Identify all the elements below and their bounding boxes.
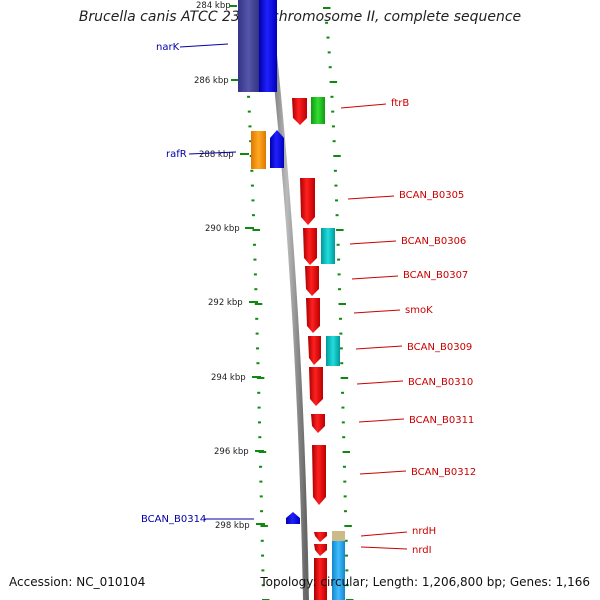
right-gene-labels: ftrB BCAN_B0305 BCAN_B0306 BCAN_B0307 sm… [340,98,476,556]
gene-BCAN_B0314[interactable] [286,512,300,524]
scale-ticks-left [239,7,270,600]
gene-BCAN_B0311[interactable] [311,414,325,433]
label-nrdI[interactable]: nrdI [412,545,432,556]
scale-label-286: 286 kbp [194,76,229,86]
gene-BCAN_B0309[interactable] [308,336,321,365]
scale-label-290: 290 kbp [205,224,240,234]
purple-feature[interactable] [238,0,259,92]
label-rafR[interactable]: rafR [166,149,187,160]
gene-BCAN_B0306[interactable] [303,228,317,265]
label-ftrB[interactable]: ftrB [391,98,409,109]
label-narK[interactable]: narK [156,42,180,53]
green-feature[interactable] [311,97,325,124]
gene-BCAN_B0310[interactable] [309,367,323,406]
scale-ticks-right [323,7,354,600]
scale-label-284: 284 kbp [196,1,231,11]
orange-feature[interactable] [251,131,266,169]
label-BCAN_B0311[interactable]: BCAN_B0311 [409,415,474,426]
scale-labels: 284 kbp 286 kbp 288 kbp 290 kbp 292 kbp … [194,1,265,531]
gene-ftrB[interactable] [292,98,307,125]
label-BCAN_B0310[interactable]: BCAN_B0310 [408,377,473,388]
label-BCAN_B0306[interactable]: BCAN_B0306 [401,236,466,247]
left-gene-labels: narK rafR BCAN_B0314 [141,42,254,525]
gene-BCAN_B0312[interactable] [312,445,326,505]
label-BCAN_B0309[interactable]: BCAN_B0309 [407,342,472,353]
label-BCAN_B0305[interactable]: BCAN_B0305 [399,190,464,201]
scale-label-298: 298 kbp [215,521,250,531]
label-smoK[interactable]: smoK [405,305,433,316]
reverse-strand-features [238,0,300,524]
accession-text: Accession: NC_010104 [9,575,146,589]
scale-label-288: 288 kbp [199,150,234,160]
light-blue-feature[interactable] [332,541,345,600]
gene-smoK[interactable] [306,298,320,333]
scale-label-292: 292 kbp [208,298,243,308]
red-feature-bottom[interactable] [314,558,327,600]
label-BCAN_B0314[interactable]: BCAN_B0314 [141,514,206,525]
gene-narK[interactable] [259,0,277,92]
label-BCAN_B0312[interactable]: BCAN_B0312 [411,467,476,478]
gene-BCAN_B0307[interactable] [305,266,319,296]
forward-strand-features [292,97,345,600]
map-title: Brucella canis ATCC 23365 chromosome II,… [78,9,522,25]
gene-nrdI[interactable] [314,544,327,556]
tan-feature[interactable] [332,531,345,541]
gene-nrdH[interactable] [314,532,327,542]
genome-summary-text: Topology: circular; Length: 1,206,800 bp… [260,575,590,589]
gene-BCAN_B0305[interactable] [300,178,315,225]
cyan-feature-1[interactable] [321,228,335,264]
label-BCAN_B0307[interactable]: BCAN_B0307 [403,270,468,281]
label-nrdH[interactable]: nrdH [412,526,436,537]
scale-label-294: 294 kbp [211,373,246,383]
gene-rafR[interactable] [270,130,284,168]
scale-label-296: 296 kbp [214,447,249,457]
cyan-feature-2[interactable] [326,336,340,366]
